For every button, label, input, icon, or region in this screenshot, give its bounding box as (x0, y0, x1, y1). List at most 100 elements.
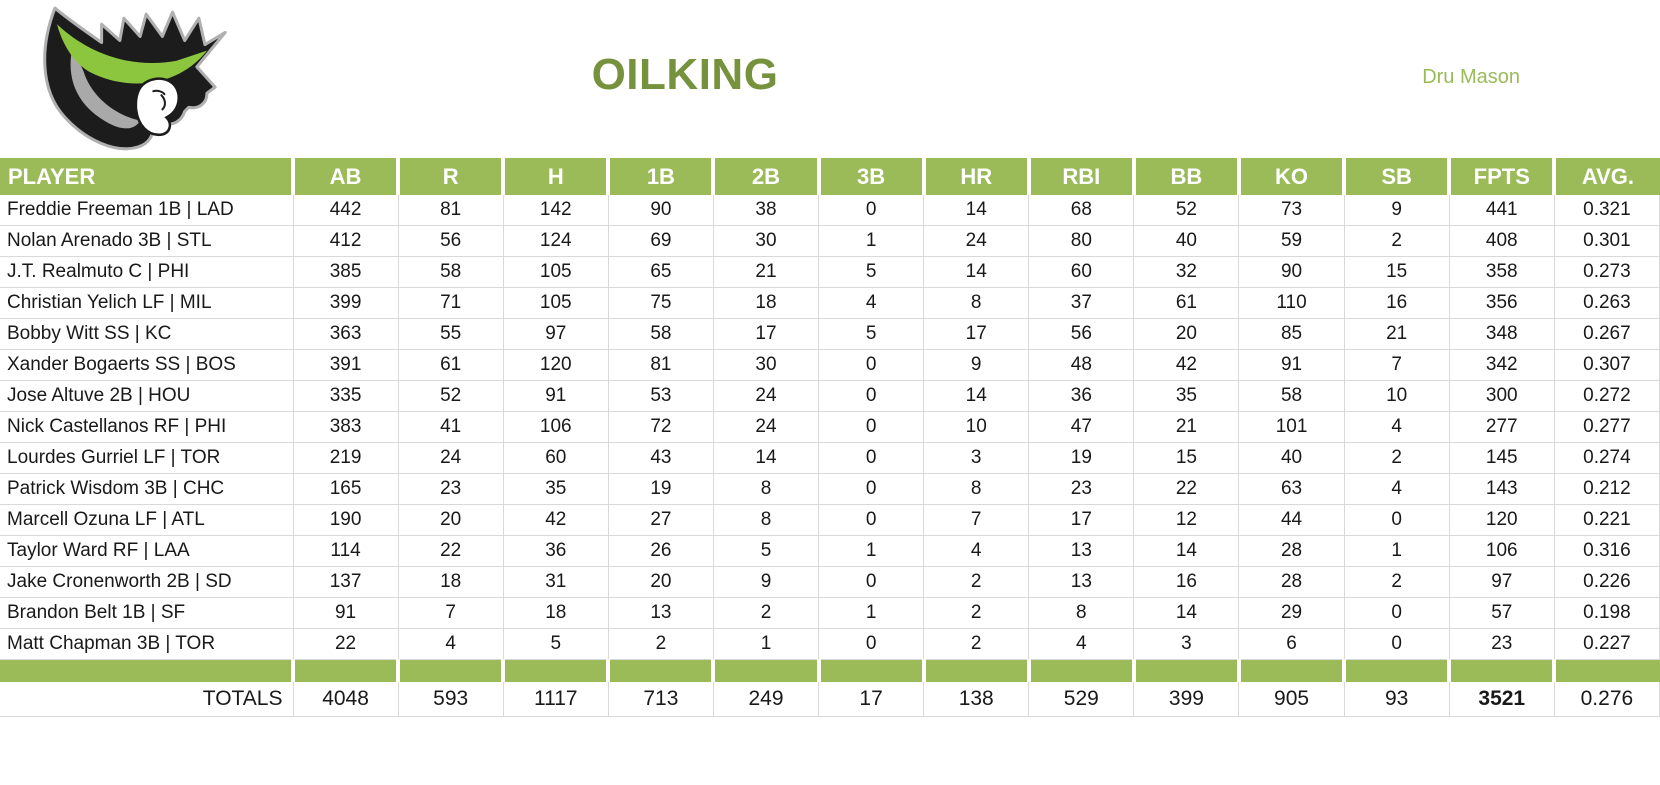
stat-cell-fpts: 106 (1449, 535, 1555, 567)
player-cell: Jose Altuve 2B | HOU (0, 380, 294, 412)
stat-cell-1b: 13 (608, 597, 714, 629)
stat-cell-ko: 40 (1238, 442, 1345, 474)
stat-cell-fpts: 23 (1449, 628, 1555, 660)
separator-cell (503, 659, 611, 682)
stat-cell-sb: 0 (1344, 597, 1450, 629)
stat-cell-avg: 0.307 (1554, 349, 1660, 381)
stat-cell-fpts: 277 (1449, 411, 1555, 443)
stat-cell-rbi: 37 (1028, 287, 1135, 319)
stat-cell-ab: 412 (293, 225, 399, 257)
player-cell: Matt Chapman 3B | TOR (0, 628, 294, 660)
totals-cell-r: 593 (398, 682, 504, 717)
stat-cell-bb: 52 (1133, 195, 1240, 226)
stat-cell-3b: 0 (818, 628, 925, 660)
stat-cell-fpts: 57 (1449, 597, 1555, 629)
stat-cell-fpts: 348 (1449, 318, 1555, 350)
stat-cell-h: 91 (503, 380, 609, 412)
player-cell: Jake Cronenworth 2B | SD (0, 566, 294, 598)
table-row: Bobby Witt SS | KC 363 55 97 58 17 5 17 56 20 85 21… (0, 318, 1660, 350)
stat-cell-ko: 63 (1238, 473, 1345, 505)
stat-cell-avg: 0.272 (1554, 380, 1660, 412)
stat-cell-3b: 0 (818, 380, 925, 412)
stat-cell-hr: 17 (923, 318, 1030, 350)
stat-cell-2b: 5 (713, 535, 820, 567)
stat-cell-1b: 53 (608, 380, 714, 412)
separator-cell (293, 659, 401, 682)
stat-cell-3b: 0 (818, 411, 925, 443)
stat-cell-fpts: 358 (1449, 256, 1555, 288)
table-row: Patrick Wisdom 3B | CHC 165 23 35 19 8 0 8 23 22 6… (0, 473, 1660, 505)
player-cell: Nick Castellanos RF | PHI (0, 411, 294, 443)
stat-cell-h: 106 (503, 411, 609, 443)
stat-cell-r: 52 (398, 380, 504, 412)
stat-cell-hr: 9 (923, 349, 1030, 381)
stat-cell-h: 105 (503, 256, 609, 288)
player-cell: Nolan Arenado 3B | STL (0, 225, 294, 257)
stat-cell-ko: 29 (1238, 597, 1345, 629)
stat-cell-bb: 16 (1133, 566, 1240, 598)
stat-cell-h: 124 (503, 225, 609, 257)
stat-cell-avg: 0.221 (1554, 504, 1660, 536)
stat-cell-h: 5 (503, 628, 609, 660)
player-cell: J.T. Realmuto C | PHI (0, 256, 294, 288)
stat-cell-hr: 8 (923, 287, 1030, 319)
stat-cell-hr: 3 (923, 442, 1030, 474)
stat-cell-1b: 19 (608, 473, 714, 505)
stat-cell-ko: 73 (1238, 195, 1345, 226)
stat-cell-ko: 6 (1238, 628, 1345, 660)
column-header-3b: 3B (818, 158, 926, 195)
stat-cell-bb: 21 (1133, 411, 1240, 443)
player-cell: Marcell Ozuna LF | ATL (0, 504, 294, 536)
stat-cell-2b: 24 (713, 380, 820, 412)
table-row: Xander Bogaerts SS | BOS 391 61 120 81 30 0 9 48… (0, 349, 1660, 381)
stat-cell-3b: 0 (818, 195, 925, 226)
stat-cell-3b: 0 (818, 504, 925, 536)
stat-cell-1b: 26 (608, 535, 714, 567)
separator-band (0, 659, 1660, 682)
stat-cell-1b: 90 (608, 195, 714, 226)
owner-name: Dru Mason (1422, 66, 1520, 88)
player-cell: Patrick Wisdom 3B | CHC (0, 473, 294, 505)
table-row: Taylor Ward RF | LAA 114 22 36 26 5 1 4 13 14 28 1 1… (0, 535, 1660, 567)
player-cell: Christian Yelich LF | MIL (0, 287, 294, 319)
stat-cell-avg: 0.212 (1554, 473, 1660, 505)
stat-cell-sb: 2 (1344, 442, 1450, 474)
stat-cell-avg: 0.301 (1554, 225, 1660, 257)
stat-cell-rbi: 47 (1028, 411, 1135, 443)
stat-cell-fpts: 120 (1449, 504, 1555, 536)
stat-cell-r: 55 (398, 318, 504, 350)
stat-cell-avg: 0.227 (1554, 628, 1660, 660)
stat-cell-2b: 18 (713, 287, 820, 319)
totals-cell-h: 1117 (503, 682, 609, 717)
stat-cell-hr: 2 (923, 628, 1030, 660)
stat-cell-hr: 2 (923, 597, 1030, 629)
separator-cell (713, 659, 821, 682)
totals-cell-hr: 138 (923, 682, 1030, 717)
stat-cell-3b: 1 (818, 597, 925, 629)
stat-cell-3b: 0 (818, 473, 925, 505)
column-header-h: H (503, 158, 611, 195)
stat-cell-3b: 4 (818, 287, 925, 319)
stat-cell-rbi: 56 (1028, 318, 1135, 350)
stat-cell-rbi: 17 (1028, 504, 1135, 536)
totals-row: TOTALS 4048 593 1117 713 249 17 138 529 399 905 93 3… (0, 682, 1660, 717)
stat-cell-bb: 42 (1133, 349, 1240, 381)
stat-cell-2b: 2 (713, 597, 820, 629)
column-header-2b: 2B (713, 158, 821, 195)
stat-cell-hr: 2 (923, 566, 1030, 598)
stat-cell-r: 4 (398, 628, 504, 660)
player-stats-table: PLAYER AB R H 1B 2B 3B HR RBI BB KO SB FPTS AVG. Fred… (0, 158, 1660, 717)
stat-cell-h: 42 (503, 504, 609, 536)
stat-cell-2b: 30 (713, 225, 820, 257)
separator-cell (818, 659, 926, 682)
stat-cell-sb: 4 (1344, 473, 1450, 505)
stat-cell-rbi: 23 (1028, 473, 1135, 505)
separator-cell (608, 659, 716, 682)
column-header-fpts: FPTS (1449, 158, 1557, 195)
stat-cell-2b: 17 (713, 318, 820, 350)
stat-cell-3b: 0 (818, 566, 925, 598)
table-row: Lourdes Gurriel LF | TOR 219 24 60 43 14 0 3 19 1… (0, 442, 1660, 474)
stat-cell-sb: 7 (1344, 349, 1450, 381)
stat-cell-3b: 5 (818, 318, 925, 350)
table-row: Jake Cronenworth 2B | SD 137 18 31 20 9 0 2 13 16… (0, 566, 1660, 598)
